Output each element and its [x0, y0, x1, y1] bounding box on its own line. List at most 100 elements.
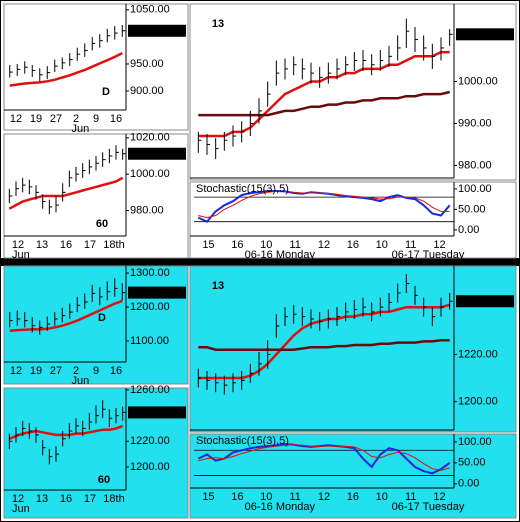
- date-label: 06-17 Tuesday: [392, 501, 465, 513]
- y-tick-label: 100.00: [458, 436, 492, 448]
- y-tick-label: 1050.00: [130, 4, 170, 16]
- x-tick-label: 16: [347, 491, 359, 503]
- y-tick-label: 50.00: [458, 203, 486, 215]
- line: [198, 90, 450, 117]
- last-price-box: [128, 406, 186, 419]
- line: [198, 50, 450, 138]
- last-price-label: 1011.25: [130, 25, 169, 37]
- chart-label: 60: [96, 218, 108, 230]
- y-tick-label: 1200.00: [130, 301, 170, 313]
- y-tick-label: 1020.00: [130, 132, 170, 144]
- last-price-box: [128, 24, 186, 37]
- x-tick-label: 27: [50, 113, 62, 125]
- y-tick-label: 0.00: [458, 224, 479, 236]
- panel: [3, 265, 189, 385]
- x-sub-label: Jun: [12, 249, 30, 261]
- y-tick-label: 980.00: [458, 159, 492, 171]
- x-tick-label: 12: [318, 239, 330, 251]
- chart-label: 60: [98, 474, 110, 486]
- x-tick-label: 16: [110, 365, 122, 377]
- x-tick-label: 2: [73, 365, 79, 377]
- line: [198, 190, 450, 219]
- y-tick-label: 900.00: [130, 85, 164, 97]
- y-tick-label: 100.00: [458, 183, 492, 195]
- line: [198, 444, 450, 471]
- chart-label: D: [98, 312, 106, 324]
- chart-label: 13: [212, 280, 224, 292]
- x-tick-label: 11: [405, 491, 416, 503]
- x-tick-label: 15: [202, 239, 214, 251]
- y-tick-label: 50.00: [458, 457, 486, 469]
- line: [198, 338, 450, 351]
- x-tick-label: 17: [84, 493, 96, 505]
- x-tick-label: 12: [10, 113, 22, 125]
- x-tick-label: 10: [376, 491, 388, 503]
- chart-label: 13: [212, 18, 224, 30]
- x-tick-label: 12: [433, 239, 445, 251]
- divider: [0, 258, 520, 266]
- x-tick-label: 10: [260, 239, 272, 251]
- x-tick-label: 16: [231, 491, 243, 503]
- x-tick-label: 27: [50, 365, 62, 377]
- line: [197, 442, 451, 475]
- y-tick-label: 1260.00: [130, 384, 170, 396]
- x-tick-label: 12: [12, 239, 24, 251]
- y-tick-label: 1200.00: [458, 396, 498, 408]
- x-tick-label: 13: [36, 493, 48, 505]
- y-tick-label: 1000.00: [458, 75, 498, 87]
- x-tick-label: 17: [84, 239, 96, 251]
- y-tick-label: 1100.00: [130, 335, 169, 347]
- x-sub-label: Jun: [72, 123, 90, 135]
- x-tick-label: 9: [93, 365, 99, 377]
- y-tick-label: 990.00: [458, 117, 492, 129]
- x-tick-label: 11: [289, 239, 300, 251]
- date-label: 06-17 Tuesday: [392, 249, 465, 261]
- date-label: 06-16 Monday: [245, 501, 316, 513]
- last-price-label: 1011.25: [458, 28, 497, 40]
- date-label: 06-16 Monday: [245, 249, 316, 261]
- y-tick-label: 1200.00: [130, 461, 170, 473]
- x-tick-label: 11: [289, 491, 300, 503]
- x-tick-label: 10: [260, 491, 272, 503]
- line: [8, 176, 124, 210]
- y-tick-label: 1220.00: [458, 348, 498, 360]
- x-tick-label: 9: [93, 113, 99, 125]
- x-tick-label: 12: [12, 493, 24, 505]
- last-price-box: [456, 295, 514, 308]
- x-tick-label: 16: [347, 239, 359, 251]
- x-tick-label: 2: [73, 113, 79, 125]
- x-sub-label: Jun: [12, 503, 30, 515]
- x-tick-label: 13: [36, 239, 48, 251]
- x-tick-label: 12: [433, 491, 445, 503]
- last-price-box: [128, 147, 186, 160]
- line: [9, 299, 123, 333]
- x-tick-label: 12: [10, 365, 22, 377]
- y-tick-label: 1300.00: [130, 267, 170, 279]
- x-tick-label: 18th: [103, 239, 124, 251]
- x-tick-label: 16: [60, 239, 72, 251]
- x-tick-label: 18th: [103, 493, 124, 505]
- x-tick-label: 15: [202, 491, 214, 503]
- last-price-box: [128, 286, 186, 299]
- x-tick-label: 16: [60, 493, 72, 505]
- x-tick-label: 19: [30, 113, 42, 125]
- y-tick-label: 1220.00: [130, 435, 170, 447]
- last-price-box: [456, 28, 514, 41]
- x-tick-label: 10: [376, 239, 388, 251]
- x-tick-label: 19: [30, 365, 42, 377]
- x-tick-label: 11: [405, 239, 416, 251]
- panel: [189, 181, 517, 259]
- last-price-label: 1242.50: [458, 295, 498, 307]
- x-tick-label: 12: [318, 491, 330, 503]
- indicator-title: Stochastic(15(3),5): [196, 183, 289, 195]
- line: [9, 51, 123, 87]
- line: [8, 424, 124, 440]
- x-sub-label: Jun: [72, 375, 90, 387]
- x-tick-label: 16: [231, 239, 243, 251]
- x-tick-label: 16: [110, 113, 122, 125]
- y-tick-label: 1000.00: [130, 168, 170, 180]
- chart-label: D: [102, 86, 110, 98]
- line: [198, 303, 451, 380]
- y-tick-label: 980.00: [130, 204, 164, 216]
